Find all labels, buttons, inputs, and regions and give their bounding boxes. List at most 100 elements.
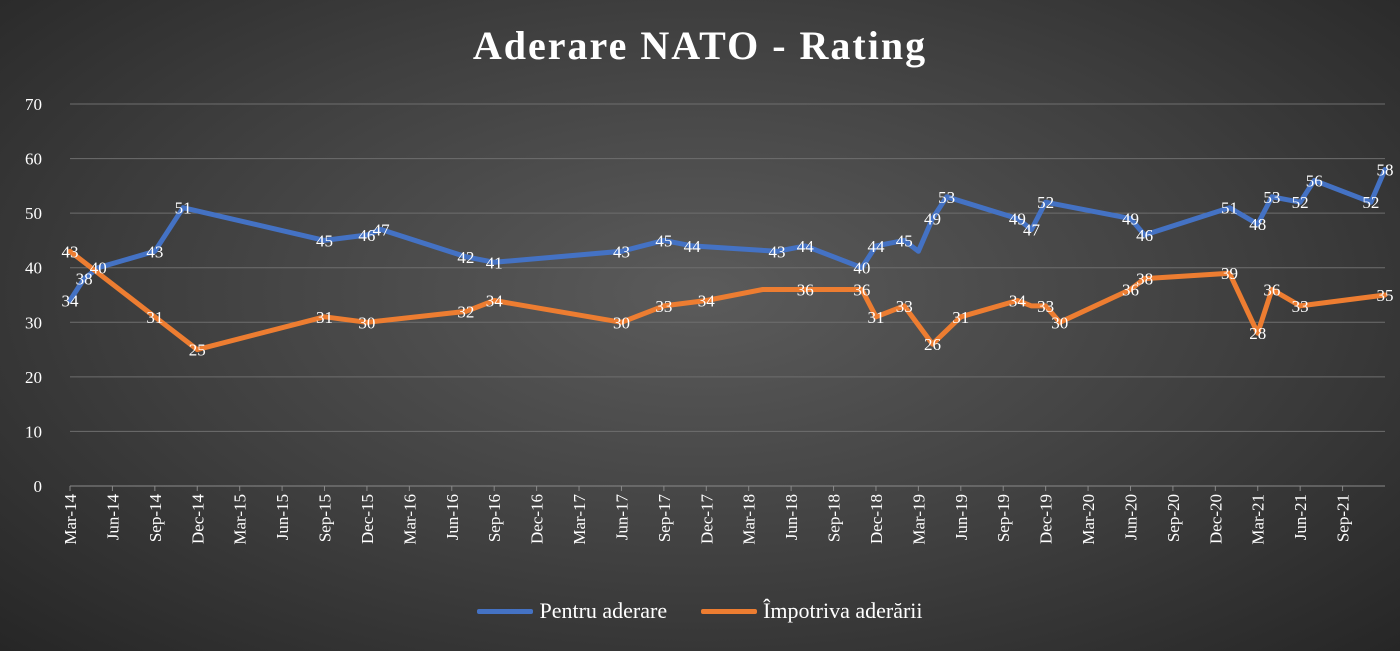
- data-point: [68, 298, 72, 302]
- data-point: [902, 304, 906, 308]
- data-point: [323, 315, 327, 319]
- data-label: 47: [1023, 221, 1041, 240]
- x-tick-label: Dec-18: [867, 494, 886, 544]
- x-tick-label: Dec-20: [1206, 494, 1225, 544]
- data-label: 31: [146, 308, 163, 327]
- data-point: [690, 244, 694, 248]
- x-tick-label: Mar-14: [61, 494, 80, 545]
- data-label: 30: [613, 313, 630, 332]
- data-label: 34: [698, 291, 716, 310]
- data-point: [959, 315, 963, 319]
- data-label: 36: [853, 281, 870, 300]
- data-label: 43: [62, 242, 79, 261]
- data-point: [803, 244, 807, 248]
- data-point: [1143, 277, 1147, 281]
- x-tick-label: Dec-15: [358, 494, 377, 544]
- data-label: 34: [62, 291, 80, 310]
- data-label: 38: [1136, 270, 1153, 289]
- data-label: 26: [924, 335, 941, 354]
- data-point: [945, 195, 949, 199]
- data-label: 58: [1377, 160, 1394, 179]
- data-point: [379, 228, 383, 232]
- data-label: 40: [90, 259, 107, 278]
- x-tick-label: Dec-17: [697, 494, 716, 545]
- data-label: 44: [684, 237, 702, 256]
- data-label: 43: [146, 242, 163, 261]
- x-tick-label: Mar-17: [570, 494, 589, 545]
- legend-swatch-pentru: [477, 608, 534, 614]
- x-tick-label: Sep-21: [1334, 494, 1353, 542]
- data-label: 25: [189, 341, 206, 360]
- x-tick-label: Sep-20: [1164, 494, 1183, 542]
- chart-title: Aderare NATO - Rating: [472, 23, 928, 68]
- series-line-0: [67, 167, 1388, 303]
- data-point: [931, 217, 935, 221]
- data-label: 31: [952, 308, 969, 327]
- y-tick-label: 10: [25, 422, 42, 441]
- data-point: [153, 249, 157, 253]
- data-point: [1298, 304, 1302, 308]
- data-point: [662, 238, 666, 242]
- data-point: [931, 342, 935, 346]
- data-point: [96, 266, 100, 270]
- y-tick-label: 50: [25, 204, 42, 223]
- data-label: 36: [797, 281, 814, 300]
- x-tick-label: Sep-14: [146, 494, 165, 543]
- x-tick-label: Mar-15: [231, 494, 250, 545]
- data-label: 36: [1263, 281, 1280, 300]
- data-label: 31: [867, 308, 884, 327]
- x-tick-label: Dec-19: [1037, 494, 1056, 544]
- data-label: 31: [316, 308, 333, 327]
- legend-item-impotriva[interactable]: Împotriva aderării: [701, 598, 923, 624]
- y-tick-label: 40: [25, 259, 42, 278]
- data-point: [619, 249, 623, 253]
- data-label: 39: [1221, 264, 1238, 283]
- data-label: 49: [924, 210, 941, 229]
- data-label: 33: [655, 297, 672, 316]
- data-point: [874, 315, 878, 319]
- x-tick-label: Jun-19: [952, 494, 971, 540]
- data-point: [1128, 288, 1132, 292]
- data-point: [902, 238, 906, 242]
- data-label: 41: [486, 253, 503, 272]
- series-line-1: [67, 248, 1388, 353]
- data-point: [1015, 217, 1019, 221]
- data-label: 46: [1136, 226, 1153, 245]
- data-label: 53: [938, 188, 955, 207]
- data-point: [860, 266, 864, 270]
- data-label: 47: [373, 221, 391, 240]
- data-point: [860, 288, 864, 292]
- data-label: 35: [1377, 286, 1394, 305]
- data-point: [1015, 298, 1019, 302]
- data-label: 44: [867, 237, 885, 256]
- data-label: 48: [1249, 215, 1266, 234]
- data-label: 51: [175, 199, 192, 218]
- x-tick-label: Mar-16: [400, 494, 419, 545]
- x-tick-label: Sep-19: [994, 494, 1013, 542]
- data-label: 45: [655, 231, 672, 250]
- data-label: 49: [1122, 210, 1139, 229]
- data-point: [1044, 304, 1048, 308]
- x-tick-label: Sep-16: [485, 494, 504, 542]
- legend-swatch-impotriva: [701, 608, 758, 614]
- data-point: [365, 320, 369, 324]
- data-label: 40: [853, 259, 870, 278]
- data-point: [464, 255, 468, 259]
- data-label: 45: [316, 231, 333, 250]
- data-point: [1030, 304, 1034, 308]
- x-tick-label: Dec-14: [188, 494, 207, 545]
- data-point: [874, 244, 878, 248]
- data-point: [1128, 217, 1132, 221]
- data-label: 30: [358, 313, 375, 332]
- data-point: [492, 260, 496, 264]
- chart-legend: Pentru aderare Împotriva aderării: [0, 598, 1400, 624]
- x-tick-label: Jun-17: [612, 494, 631, 541]
- data-label: 45: [896, 231, 913, 250]
- data-point: [195, 348, 199, 352]
- data-point: [1383, 167, 1387, 171]
- x-tick-label: Sep-17: [655, 494, 674, 543]
- data-label: 34: [1009, 291, 1027, 310]
- data-point: [1383, 293, 1387, 297]
- legend-item-pentru[interactable]: Pentru aderare: [477, 598, 667, 624]
